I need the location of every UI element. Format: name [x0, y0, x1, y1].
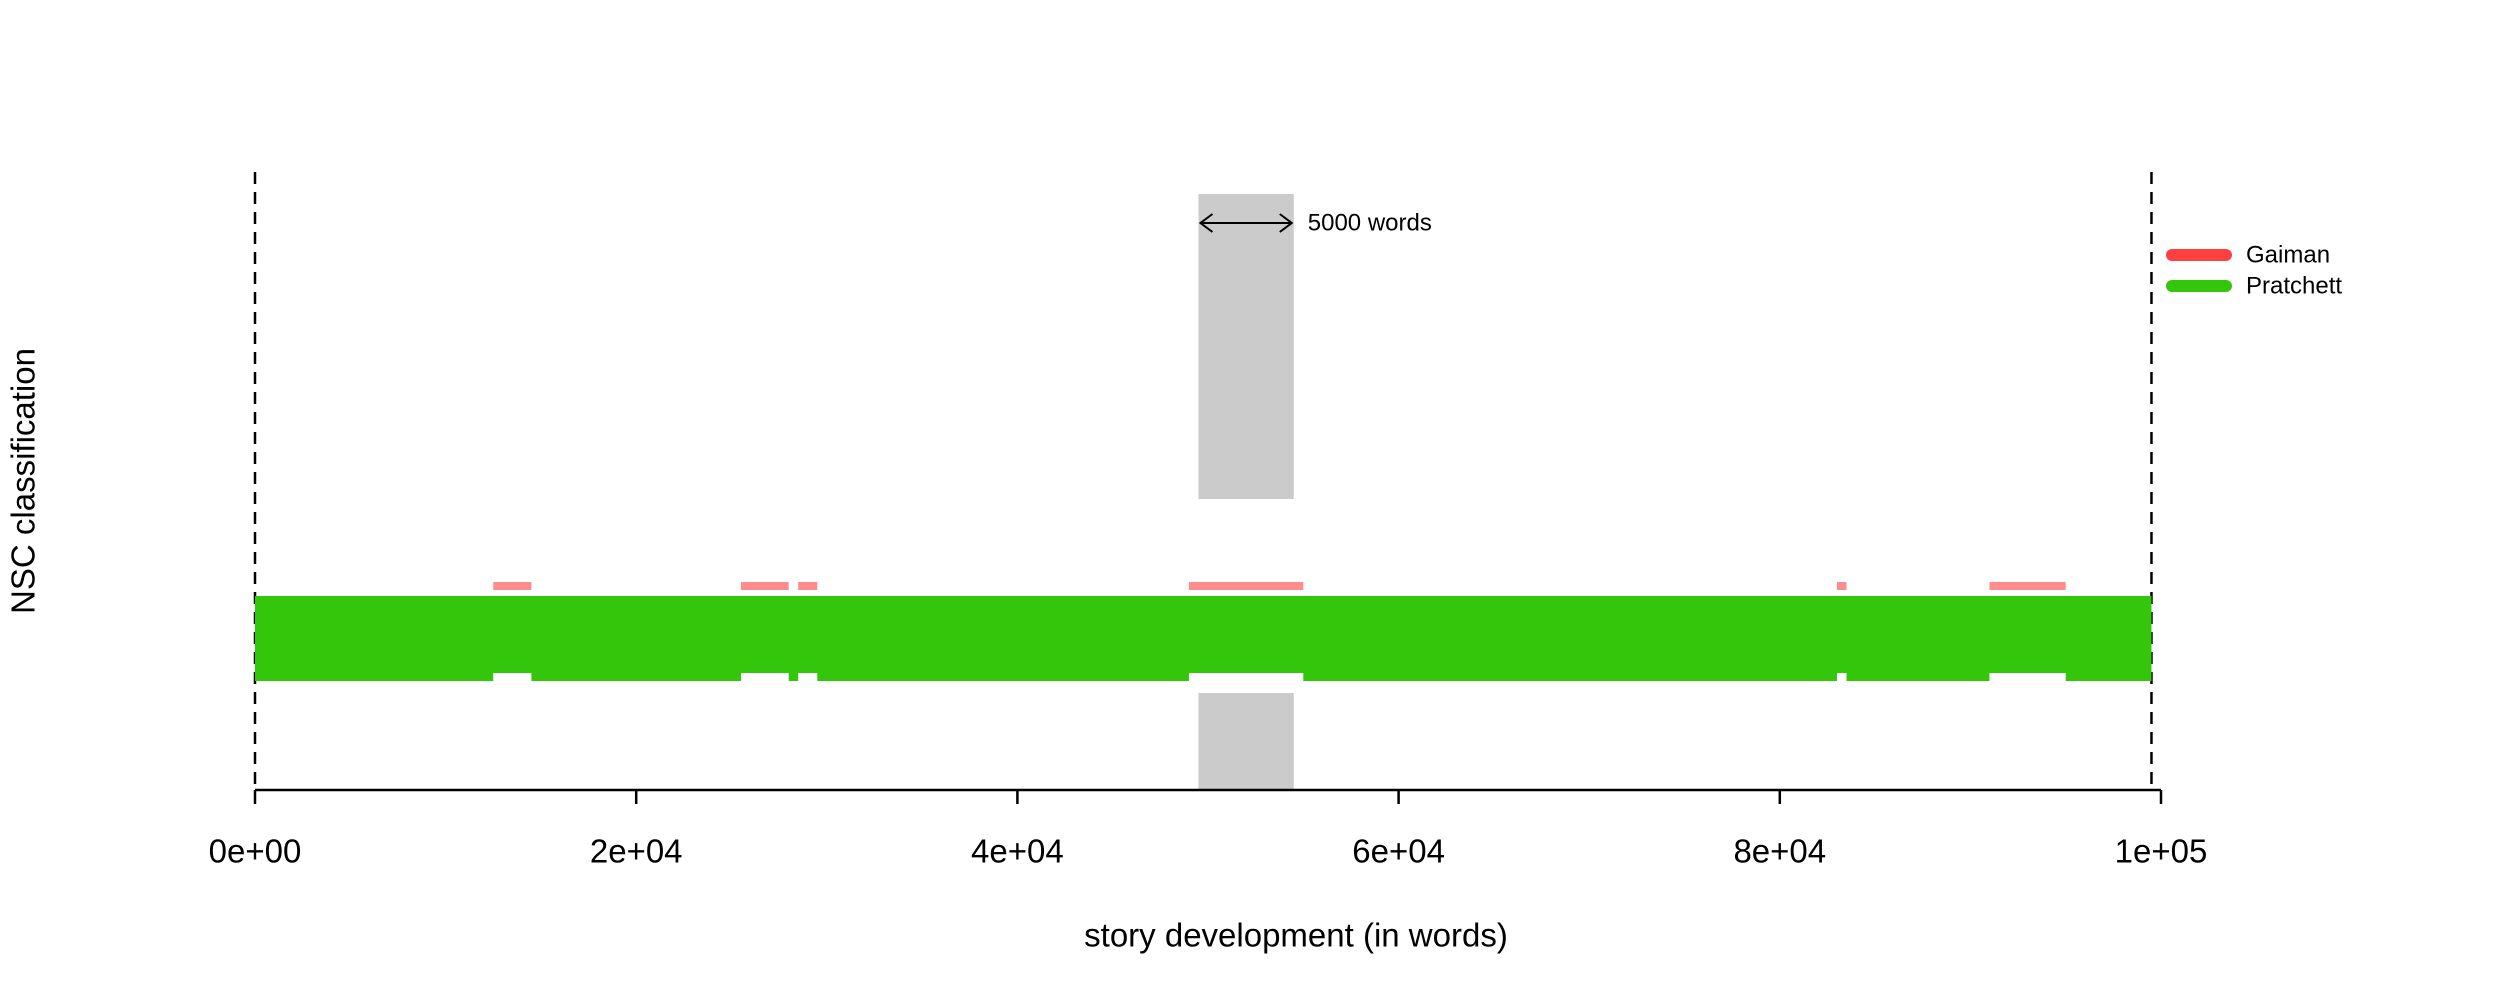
highlight-region: [1198, 693, 1294, 790]
segment: [798, 582, 818, 590]
segment: [255, 596, 2152, 681]
legend-label: Pratchett: [2246, 272, 2342, 299]
annotation: 5000 words: [1308, 209, 1432, 236]
segment-gap: [1836, 673, 1847, 682]
segment-gap: [1989, 673, 2066, 682]
highlight-region: [1198, 194, 1294, 499]
segment-gap: [1188, 673, 1304, 682]
segment: [1989, 582, 2066, 590]
segment: [493, 582, 532, 590]
x-tick-label: 8e+04: [1733, 833, 1826, 870]
arrow-head: [1198, 213, 1294, 233]
y-axis-label: NSC classification: [5, 348, 42, 614]
x-tick-label: 6e+04: [1352, 833, 1445, 870]
x-tick-label: 1e+05: [2115, 833, 2208, 870]
x-tick-label: 0e+00: [209, 833, 302, 870]
segment: [1188, 582, 1304, 590]
segment-gap: [493, 673, 532, 682]
x-axis-label: story development (in words): [1084, 917, 1508, 954]
legend-label: Gaiman: [2246, 241, 2330, 268]
segment: [1836, 582, 1847, 590]
segment-gap: [798, 673, 818, 682]
segment-gap: [741, 673, 789, 682]
x-tick-label: 4e+04: [971, 833, 1064, 870]
segment: [741, 582, 789, 590]
x-tick-label: 2e+04: [590, 833, 683, 870]
